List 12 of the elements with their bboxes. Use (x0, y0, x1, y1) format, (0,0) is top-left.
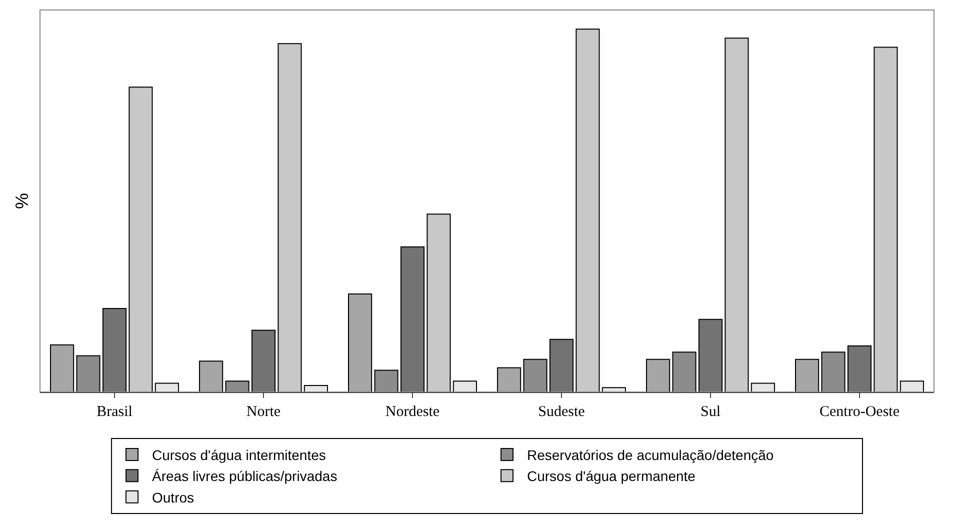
x-tick-label: Brasil (96, 404, 132, 420)
legend-label: Cursos d'água intermitentes (152, 446, 326, 463)
x-tick-label: Norte (246, 404, 281, 420)
legend-label: Cursos d'água permanente (527, 468, 696, 484)
x-tick-label: Sul (700, 404, 721, 420)
legend-label: Áreas livres públicas/privadas (152, 468, 338, 484)
x-tick-label: Sudeste (538, 404, 586, 420)
legend-label: Reservatórios de acumulação/detenção (527, 446, 774, 463)
legend-label: Outros (152, 489, 194, 506)
y-axis-title: % (12, 192, 32, 210)
x-tick-label: Centro-Oeste (820, 404, 900, 420)
x-tick-label: Nordeste (385, 404, 440, 420)
